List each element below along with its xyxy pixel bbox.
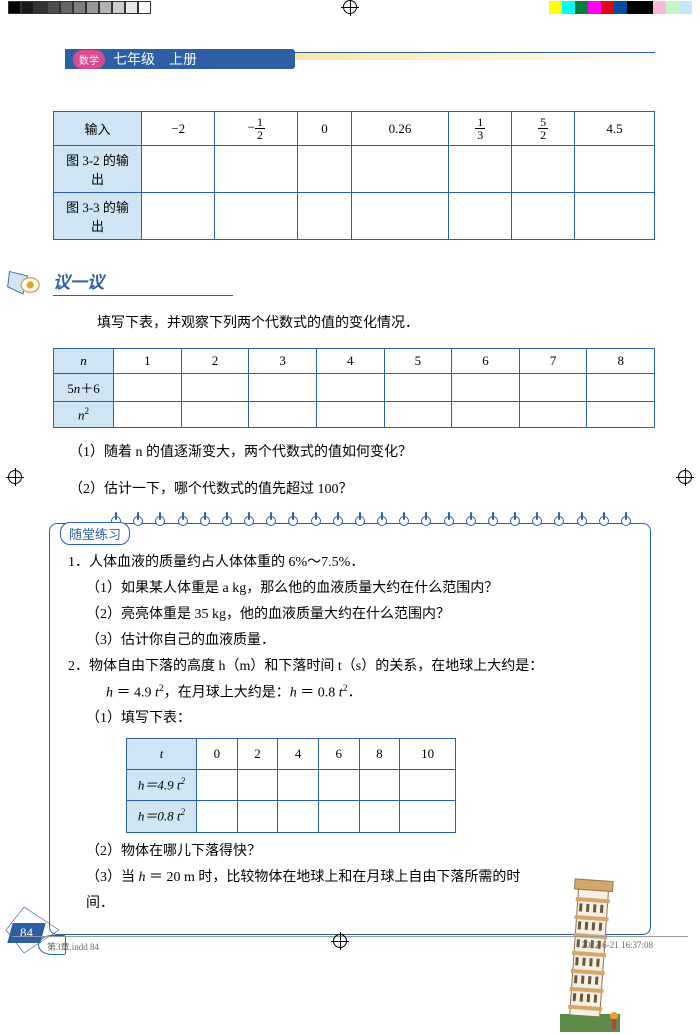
ex2-a: （1）填写下表： — [86, 706, 632, 732]
chapter-header: 数学 七年级 上册 — [65, 49, 655, 71]
megaphone-icon — [5, 258, 50, 303]
exercise-box: 随堂练习 1．人体血液的质量约占人体体重的 6%～7.5%． （1）如果某人体重… — [49, 523, 651, 935]
question-2: （2）估计一下，哪个代数式的值先超过 100？ — [69, 477, 655, 504]
ex1-c: （3）估计你自己的血液质量． — [86, 628, 632, 654]
discuss-text: 填写下表，并观察下列两个代数式的值的变化情况． — [69, 311, 655, 338]
ex2-b: （2）物体在哪儿下落得快？ — [86, 839, 632, 865]
row-header: n2 — [54, 401, 114, 427]
section-title: 议一议 — [53, 268, 104, 294]
calibration-top — [0, 0, 700, 14]
exercise-tag: 随堂练习 — [60, 522, 130, 545]
ex1-a: （1）如果某人体重是 a kg，那么他的血液质量大约在什么范围内？ — [86, 576, 632, 602]
registration-mark-bottom — [333, 934, 347, 948]
footer-date: 2012-6-21 16:37:08 — [581, 940, 653, 953]
print-footer: 第3章.indd 84 2012-6-21 16:37:08 — [12, 936, 688, 953]
ex2-lead: 2．物体自由下落的高度 h（m）和下落时间 t（s）的关系，在地球上大约是： — [68, 654, 632, 680]
row-header: 图 3-3 的输出 — [54, 193, 142, 240]
ex2-eq: h ＝ 4.9 t2，在月球上大约是：h ＝ 0.8 t2． — [106, 680, 632, 707]
table-io: 输入 −2 −12 0 0.26 13 52 4.5 图 3-2 的输出 图 3… — [53, 111, 655, 240]
tower-illustration — [548, 874, 628, 1034]
table-expressions: n 12345678 5n＋6 n2 — [53, 348, 655, 428]
grayscale-swatches — [8, 1, 151, 14]
color-swatches — [549, 1, 692, 14]
row-header: 输入 — [54, 112, 142, 146]
row-header: 5n＋6 — [54, 373, 114, 401]
row-header: 图 3-2 的输出 — [54, 146, 142, 193]
ex1-lead: 1．人体血液的质量约占人体体重的 6%～7.5%． — [68, 550, 632, 576]
row-header: n — [54, 348, 114, 373]
registration-mark — [343, 0, 357, 14]
subject-badge: 数学 — [73, 50, 105, 69]
table-fall: t 0246810 h＝4.9 t2 h＝0.8 t2 — [126, 738, 456, 833]
chapter-title: 七年级 上册 — [113, 49, 197, 69]
ex1-b: （2）亮亮体重是 35 kg，他的血液质量大约在什么范围内？ — [86, 602, 632, 628]
footer-file: 第3章.indd 84 — [47, 940, 99, 953]
section-discuss: 议一议 — [5, 258, 655, 303]
question-1: （1）随着 n 的值逐渐变大，两个代数式的值如何变化？ — [69, 440, 655, 467]
page-content: 数学 七年级 上册 输入 −2 −12 0 0.26 13 52 4.5 图 3… — [0, 14, 700, 960]
